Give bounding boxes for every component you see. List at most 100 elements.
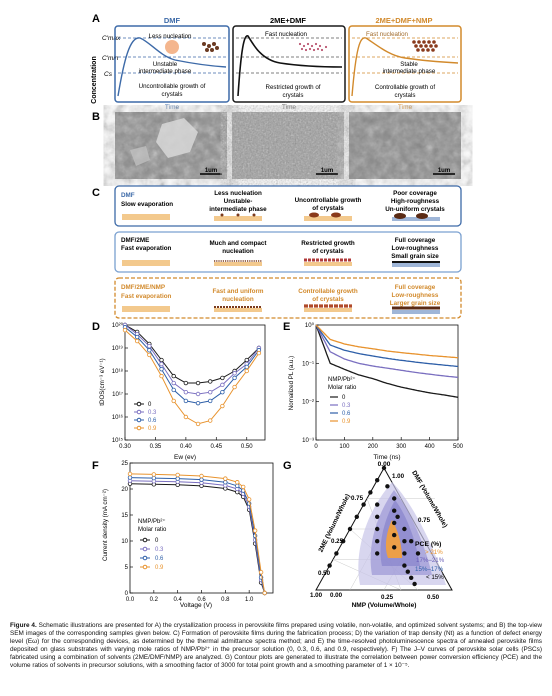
f-legend-2: 0.6 — [155, 556, 164, 562]
data-point — [183, 380, 189, 386]
caption-label: Figure 4. — [10, 622, 37, 629]
panel-d-ylabel: tDOS(cm⁻³ eV⁻¹) — [99, 358, 106, 405]
data-point — [244, 368, 249, 374]
row-nmp-c4a: Full coverage — [395, 284, 436, 291]
panel-f-legend: NMP/Pb²⁺ Molar ratio 0 0.3 0.6 0.9 — [138, 518, 167, 571]
svg-text:0.25: 0.25 — [331, 538, 344, 545]
data-point — [127, 471, 133, 477]
x-tick-label: 0.4 — [173, 597, 182, 603]
y-tick-label: 5 — [125, 565, 129, 571]
data-point — [122, 327, 128, 333]
panel-f-plot — [127, 471, 267, 596]
row-dmf-sub: Slow evaporation — [121, 201, 173, 208]
data-point — [235, 483, 240, 489]
x-tick-label: 0.35 — [150, 444, 162, 450]
y-tick-label: 10 — [121, 539, 128, 545]
panel-d-letter: D — [92, 321, 100, 333]
svg-text:0.50: 0.50 — [318, 570, 331, 577]
data-point — [220, 403, 225, 409]
data-point — [223, 476, 228, 481]
data-point — [232, 371, 237, 376]
row-2me-c4b: Low-roughness — [392, 245, 439, 252]
panel-a-2me-time: Time — [282, 104, 297, 111]
sem-image-2me: 1um — [232, 112, 344, 179]
ternary-point — [354, 514, 359, 519]
series-line-0.6 — [315, 324, 459, 368]
data-point — [147, 348, 152, 353]
f-legend-1: 0.3 — [155, 547, 164, 553]
panel-a-nmp-l2: Stable — [400, 61, 418, 68]
d-legend-3: 0.9 — [148, 426, 157, 432]
panel-d-xlabel: Ew (ev) — [174, 454, 196, 461]
panel-a-dmf-l2: Unstable — [153, 61, 178, 68]
ternary-point — [375, 551, 380, 556]
panel-e-ylabel: Nomalized PL (a.u.) — [288, 356, 295, 410]
data-point — [220, 382, 225, 388]
data-point — [235, 480, 240, 485]
data-point — [175, 472, 180, 478]
data-point — [208, 389, 213, 395]
data-point — [195, 380, 201, 386]
panel-a-2me-l4: Restricted growth of — [265, 84, 320, 91]
svg-text:0.75: 0.75 — [418, 517, 431, 524]
e-legend-0: 0 — [342, 395, 346, 401]
f-legend-0: 0 — [155, 538, 159, 544]
row-dmf-c2b: Unstable- — [224, 198, 253, 205]
panel-a-nmp-l3: intermediate phase — [383, 68, 436, 75]
row-2me-name: DMF/2ME — [121, 237, 149, 244]
x-tick-label: 300 — [396, 444, 407, 450]
data-point — [175, 476, 180, 481]
panel-a-nmp-title: 2ME+DMF+NMP — [375, 16, 432, 25]
panel-g: G 0.00 1.00 0.75 0.75 0.25 0.50 1.00 0.0… — [283, 460, 453, 609]
panel-c-row-dmf: DMF Slow evaporation Less nucleation Uns… — [114, 185, 462, 227]
row-dmf-c3a: Uncontrollable growth — [295, 197, 362, 204]
ternary-point — [409, 575, 414, 580]
row-nmp-c2b: nucleation — [222, 296, 254, 303]
ternary-point — [409, 539, 414, 544]
svg-text:0.75: 0.75 — [351, 495, 364, 502]
data-point — [262, 590, 267, 596]
series-line-0.3 — [129, 480, 266, 594]
sem-scale-2me: 1um — [321, 168, 333, 174]
y-tick-label: 10⁰ — [305, 322, 315, 329]
ternary-point — [412, 581, 417, 587]
row-dmf-c2c: intermediate phase — [209, 206, 267, 213]
row-nmp-c2a: Fast and uniform — [212, 288, 263, 295]
f-legend-title2: Molar ratio — [138, 527, 167, 533]
sem-scale-nmp: 1um — [438, 168, 450, 174]
panel-a-nmp-frame — [348, 25, 462, 103]
ternary-point — [341, 539, 346, 544]
d-legend-1: 0.3 — [148, 410, 157, 416]
panel-a-letter: A — [92, 13, 100, 25]
ternary-point — [327, 563, 332, 568]
ternary-point — [347, 526, 353, 532]
panel-a-nmp-l1: Fast nucleation — [366, 31, 409, 38]
y-tick-label: 10¹⁶ — [112, 414, 124, 421]
panel-a-nmp-time: Time — [398, 104, 413, 111]
y-tick-label: 10²⁰ — [112, 322, 124, 329]
data-point — [252, 528, 258, 533]
panel-a-nmp-l4: Controllable growth of — [375, 84, 435, 91]
row-2me-sub: Fast evaporation — [121, 245, 172, 252]
svg-text:0.00: 0.00 — [330, 592, 343, 599]
cmin-label: C′min — [102, 55, 119, 62]
panel-d-plot-frame — [124, 324, 266, 441]
panel-a-dmf-l4: Uncontrollable growth of — [139, 83, 206, 90]
row-2me-c4a: Full coverage — [395, 237, 436, 244]
data-point — [159, 361, 164, 367]
data-point — [256, 350, 262, 356]
data-point — [220, 375, 225, 381]
row-nmp-name: DMF/2ME/NMP — [121, 284, 165, 291]
series-line-0.3 — [124, 324, 260, 395]
series-line-0 — [129, 483, 266, 594]
y-tick-label: 25 — [121, 461, 128, 467]
data-point — [171, 373, 176, 379]
panel-c-row-2me: DMF/2ME Fast evaporation Much and compac… — [114, 231, 462, 273]
figure-4: A Concentration C′max C′min Cs DMF Less … — [91, 13, 464, 609]
panel-a-2me-dmf: 2ME+DMF Fast nucleation Restricted growt… — [232, 16, 346, 111]
panel-c-row-nmp: DMF/2ME/NMP Fast evaporation Fast and un… — [114, 277, 462, 319]
row-nmp-c4c: Larger grain size — [390, 300, 441, 307]
data-point — [241, 484, 246, 490]
data-point — [151, 475, 157, 481]
x-tick-label: 0.2 — [150, 597, 159, 603]
